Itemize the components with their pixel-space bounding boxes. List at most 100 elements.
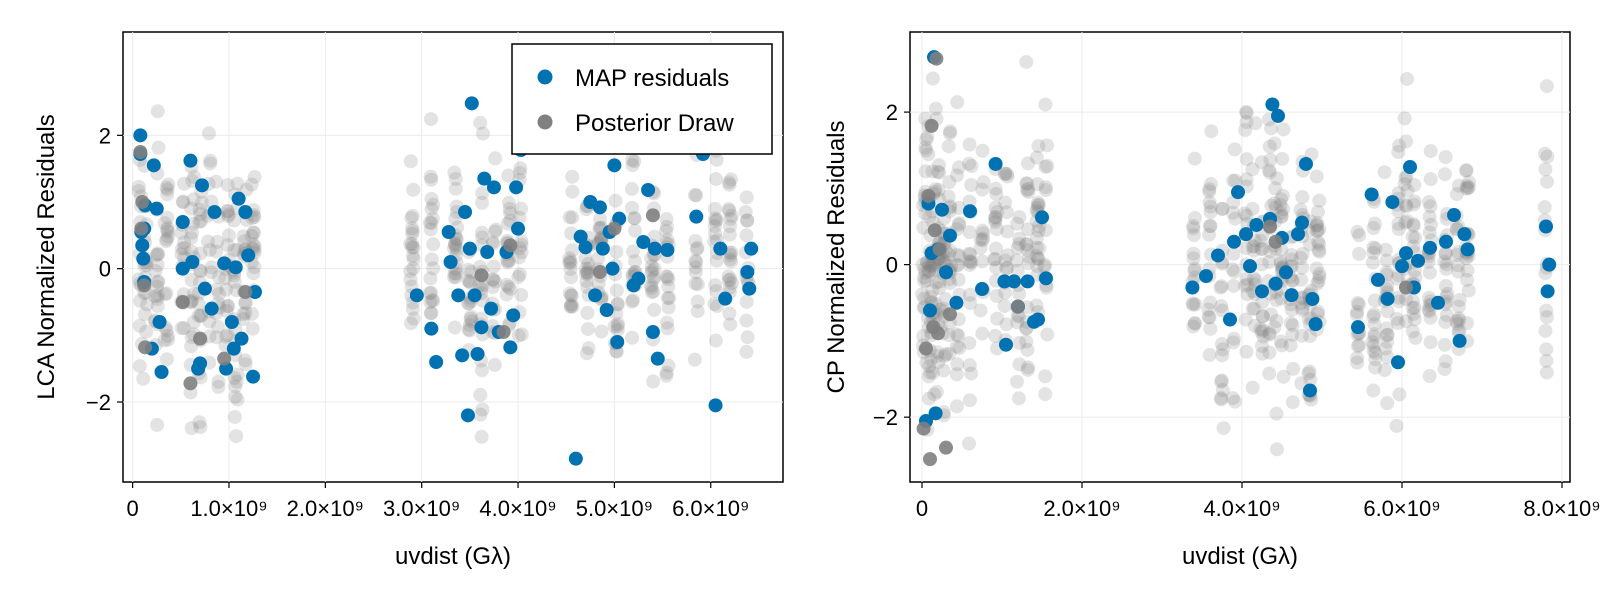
- map-residual-point: [1452, 333, 1467, 348]
- posterior-sample-point: [949, 168, 964, 183]
- posterior-sample-point: [1038, 180, 1053, 195]
- posterior-sample-point: [1274, 338, 1289, 353]
- posterior-sample-point: [511, 328, 526, 343]
- posterior-sample-point: [689, 254, 704, 269]
- posterior-sample-point: [647, 270, 662, 285]
- posterior-sample-point: [1309, 218, 1324, 233]
- posterior-sample-point: [236, 307, 251, 322]
- posterior-sample-point: [724, 208, 739, 223]
- posterior-sample-point: [1188, 297, 1203, 312]
- posterior-sample-point: [503, 206, 518, 221]
- posterior-sample-point: [722, 227, 737, 242]
- posterior-sample-point: [922, 391, 937, 406]
- map-residual-point: [204, 301, 219, 316]
- posterior-sample-point: [1031, 195, 1046, 210]
- posterior-sample-point: [1405, 300, 1420, 315]
- map-residual-point: [610, 335, 625, 349]
- posterior-sample-point: [1399, 199, 1414, 214]
- posterior-sample-point: [989, 222, 1004, 237]
- posterior-sample-point: [1203, 205, 1218, 220]
- posterior-sample-point: [227, 274, 242, 289]
- posterior-sample-point: [1368, 241, 1383, 256]
- map-residual-point: [443, 255, 458, 269]
- posterior-sample-point: [919, 355, 934, 370]
- posterior-sample-point: [563, 256, 578, 271]
- posterior-sample-point: [1214, 392, 1229, 407]
- posterior-sample-point: [579, 274, 594, 289]
- posterior-sample-point: [514, 237, 529, 252]
- posterior-sample-point: [951, 272, 966, 287]
- posterior-sample-point: [220, 203, 235, 218]
- posterior-sample-point: [565, 299, 580, 314]
- posterior-sample-point: [1213, 280, 1228, 295]
- posterior-sample-point: [230, 176, 245, 191]
- posterior-sample-point: [564, 288, 579, 303]
- posterior-sample-point: [1040, 158, 1055, 173]
- posterior-sample-point: [237, 234, 252, 249]
- posterior-sample-point: [624, 181, 639, 196]
- posterior-sample-point: [722, 177, 737, 192]
- posterior-sample-point: [203, 153, 218, 168]
- map-residual-point: [458, 205, 473, 219]
- posterior-sample-point: [1368, 346, 1383, 361]
- posterior-sample-point: [1284, 252, 1299, 267]
- posterior-sample-point: [1255, 338, 1270, 353]
- posterior-sample-point: [227, 213, 242, 228]
- posterior-sample-point: [1407, 194, 1422, 209]
- posterior-sample-point: [160, 182, 175, 197]
- posterior-sample-point: [688, 265, 703, 280]
- map-residual-point: [1291, 227, 1305, 242]
- posterior-sample-point: [1310, 276, 1325, 291]
- posterior-sample-point: [1227, 142, 1242, 157]
- map-residual-point: [1457, 227, 1472, 242]
- posterior-sample-point: [137, 307, 152, 322]
- posterior-sample-point: [177, 241, 192, 256]
- posterior-sample-point: [1020, 222, 1035, 237]
- posterior-sample-point: [1451, 264, 1466, 279]
- posterior-sample-point: [1255, 309, 1270, 324]
- posterior-sample-point: [157, 333, 172, 348]
- posterior-sample-point: [688, 188, 703, 203]
- posterior-sample-point: [230, 242, 245, 257]
- posterior-sample-point: [132, 359, 147, 374]
- map-residual-point: [480, 245, 495, 259]
- map-residual-point: [193, 356, 208, 371]
- map-residual-point: [1020, 274, 1035, 289]
- posterior-sample-point: [424, 285, 439, 300]
- posterior-sample-point: [998, 253, 1013, 268]
- posterior-sample-point: [644, 278, 659, 293]
- map-residual-point: [607, 158, 622, 173]
- posterior-sample-point: [625, 294, 640, 309]
- posterior-sample-point: [1216, 421, 1231, 436]
- posterior-sample-point: [1226, 331, 1241, 346]
- posterior-sample-point: [721, 269, 736, 284]
- posterior-draw-point: [137, 278, 152, 293]
- map-residual-point: [451, 288, 466, 303]
- posterior-sample-point: [1214, 374, 1229, 389]
- posterior-sample-point: [976, 175, 991, 190]
- posterior-sample-point: [1367, 307, 1382, 322]
- posterior-sample-point: [690, 277, 705, 292]
- posterior-sample-point: [499, 277, 514, 292]
- posterior-sample-point: [448, 171, 463, 186]
- posterior-sample-point: [930, 164, 945, 179]
- posterior-sample-point: [1269, 293, 1284, 308]
- posterior-sample-point: [1255, 323, 1270, 338]
- x-tick-label: 6.0×10⁹: [1363, 496, 1440, 521]
- posterior-sample-point: [1405, 293, 1420, 308]
- posterior-sample-point: [964, 255, 979, 270]
- posterior-sample-point: [1397, 111, 1412, 126]
- map-residual-point: [506, 308, 521, 323]
- posterior-sample-point: [230, 392, 245, 407]
- map-residual-point: [943, 228, 957, 243]
- posterior-sample-point: [1294, 272, 1309, 287]
- posterior-sample-point: [1302, 364, 1317, 379]
- posterior-sample-point: [246, 237, 261, 252]
- posterior-sample-point: [1019, 54, 1034, 69]
- posterior-sample-point: [1187, 263, 1202, 278]
- posterior-sample-point: [1283, 338, 1298, 353]
- x-axis-label: uvdist (Gλ): [395, 543, 511, 570]
- posterior-sample-point: [1215, 201, 1230, 216]
- posterior-sample-point: [1311, 234, 1326, 249]
- posterior-sample-point: [1262, 254, 1277, 269]
